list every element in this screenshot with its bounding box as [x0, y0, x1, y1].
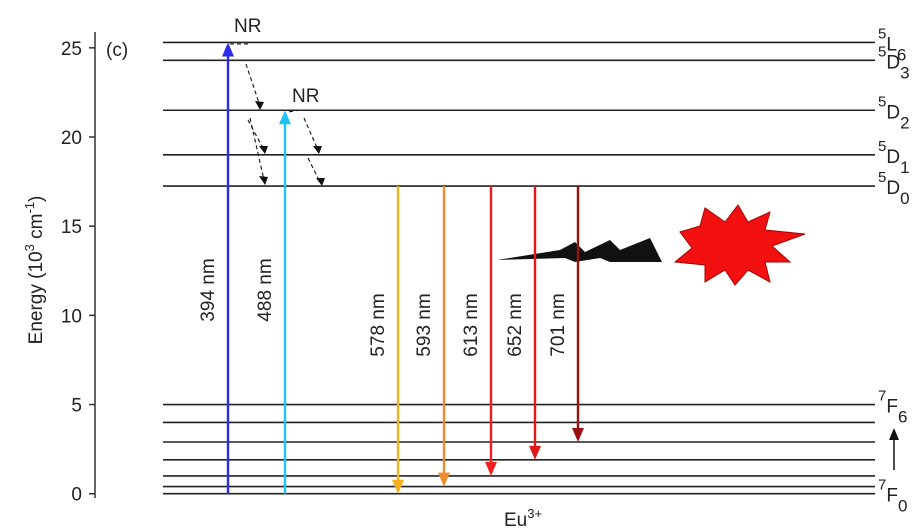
arrow-head: [572, 428, 584, 442]
up-arrow-head: [889, 428, 899, 440]
wavelength-label: 701 nm: [548, 293, 569, 356]
y-tick-label: 15: [61, 217, 82, 238]
level-sub: 1: [900, 158, 909, 177]
arrow-head: [485, 462, 497, 476]
y-axis-label: Energy (103 cm-1): [22, 196, 47, 345]
nr-arrows: [230, 44, 320, 182]
level-sub: 2: [900, 113, 909, 132]
wavelength-label: 652 nm: [505, 293, 526, 356]
level-sub: 6: [898, 408, 907, 427]
nr-label: NR: [292, 86, 319, 107]
nr-heads: [255, 101, 325, 186]
level-sup: 5: [878, 169, 886, 186]
level-term: D: [886, 52, 900, 73]
wavelength-label: 578 nm: [368, 293, 389, 356]
level-label: 5D2: [878, 93, 910, 132]
arrow-head: [279, 110, 291, 124]
level-label: 7F6: [878, 388, 907, 427]
arrow-head: [222, 42, 234, 56]
y-tick-label: 5: [71, 396, 82, 417]
level-sup: 5: [878, 25, 886, 42]
arrow-head: [529, 446, 541, 460]
y-tick-label: 20: [61, 128, 82, 149]
level-term: D: [886, 147, 900, 168]
level-label: 7F0: [878, 477, 907, 516]
y-label-part: cm: [26, 214, 47, 245]
level-sup: 7: [878, 388, 886, 405]
wavelength-label: 488 nm: [255, 258, 276, 321]
level-sup: 5: [878, 93, 886, 110]
y-tick-label: 10: [61, 306, 82, 327]
level-term: D: [886, 178, 900, 199]
star: [675, 205, 805, 285]
y-tick-label: 0: [71, 485, 82, 506]
nr-label: NR: [234, 16, 261, 37]
level-sub: 0: [900, 189, 909, 208]
wavelength-label: 394 nm: [198, 258, 219, 321]
level-sub: 0: [898, 497, 907, 516]
energy-diagram: (c) NR NR Energy (103 cm-1) Eu3+ 0510152…: [0, 0, 923, 529]
level-sup: 5: [878, 138, 886, 155]
x-label-sup: 3+: [527, 506, 542, 521]
y-label-sup: 3: [22, 244, 37, 251]
y-tick-label: 25: [61, 39, 82, 60]
level-term: F: [886, 397, 898, 418]
x-label-main: Eu: [504, 510, 527, 529]
arrow-head: [438, 473, 450, 487]
wavelength-label: 593 nm: [414, 293, 435, 356]
level-sup: 5: [878, 43, 886, 60]
x-axis-label: Eu3+: [504, 506, 542, 529]
wavelength-label: 613 nm: [461, 293, 482, 356]
level-sup: 7: [878, 477, 886, 494]
level-term: D: [886, 102, 900, 123]
lightning: [497, 238, 662, 262]
y-label-part: Energy (10: [26, 251, 47, 344]
level-sub: 3: [900, 63, 909, 82]
y-label-sup: -1: [22, 202, 37, 214]
level-term: F: [886, 486, 898, 507]
panel-label: (c): [106, 40, 128, 61]
y-label-part: ): [26, 196, 47, 202]
